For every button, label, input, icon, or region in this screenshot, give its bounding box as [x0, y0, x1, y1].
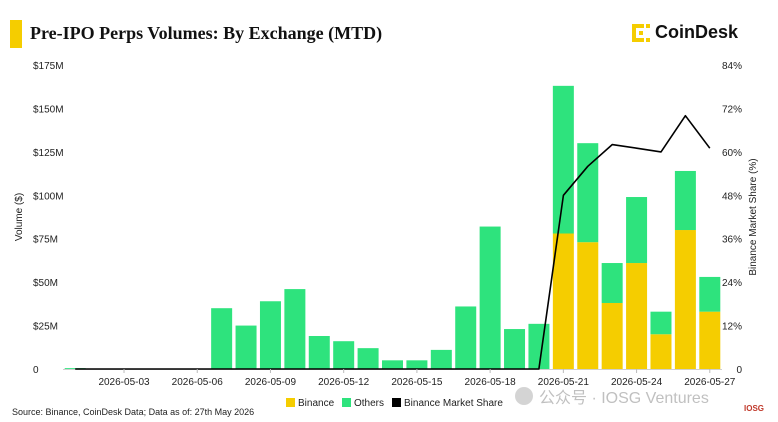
- bar-others: [284, 289, 306, 369]
- chart-title: Pre-IPO Perps Volumes: By Exchange (MTD): [30, 23, 383, 43]
- legend-swatch: [392, 398, 401, 407]
- y-axis-label: Volume ($): [14, 193, 25, 241]
- x-tick-label: 2026-05-18: [465, 377, 517, 388]
- legend-swatch: [342, 398, 351, 407]
- y-tick-label: $100M: [33, 191, 64, 202]
- bar-binance: [601, 302, 623, 369]
- y-right-tick-label: 12%: [722, 322, 742, 333]
- y-tick-label: $150M: [33, 104, 64, 115]
- title-accent-bar: [10, 20, 22, 48]
- bar-others: [455, 306, 477, 369]
- y-tick-label: 0: [33, 365, 39, 376]
- x-tick-label: 2026-05-15: [391, 377, 443, 388]
- coindesk-logo-icon: [631, 23, 650, 42]
- y-right-tick-label: 36%: [722, 235, 742, 246]
- bar-others: [577, 143, 599, 243]
- bar-binance: [552, 233, 574, 369]
- x-tick-label: 2026-05-21: [538, 377, 590, 388]
- y-right-axis-label: Binance Market Share (%): [748, 158, 759, 275]
- bar-others: [382, 360, 403, 369]
- bar-others: [333, 341, 355, 369]
- iosg-logo: IOSG: [744, 404, 765, 413]
- y-right-tick-label: 60%: [722, 148, 742, 159]
- bar-binance: [650, 334, 672, 369]
- y-right-tick-label: 72%: [722, 104, 742, 115]
- legend-label: Others: [354, 398, 384, 409]
- y-right-tick-label: 24%: [722, 278, 742, 289]
- legend-swatch: [286, 398, 295, 407]
- bar-others: [528, 323, 550, 369]
- bar-binance: [577, 242, 599, 369]
- y-tick-label: $25M: [33, 322, 58, 333]
- bar-others: [699, 276, 721, 312]
- x-tick-label: 2026-05-03: [98, 377, 150, 388]
- coindesk-logo: CoinDesk: [631, 22, 738, 43]
- bar-others: [308, 335, 330, 369]
- bar-others: [259, 301, 281, 369]
- bar-others: [674, 170, 696, 231]
- bar-binance: [699, 311, 721, 369]
- bar-others: [650, 311, 672, 335]
- bar-others: [479, 226, 501, 369]
- bar-others: [504, 329, 526, 369]
- line-binance-market-share: [75, 114, 711, 370]
- bar-others: [601, 263, 623, 303]
- legend-label: Binance: [298, 398, 335, 409]
- x-tick-label: 2026-05-27: [684, 377, 736, 388]
- legend-label: Binance Market Share: [404, 398, 503, 409]
- logo-text: CoinDesk: [654, 22, 738, 42]
- x-tick-label: 2026-05-12: [318, 377, 370, 388]
- bar-others: [235, 325, 257, 369]
- x-tick-label: 2026-05-06: [172, 377, 224, 388]
- bar-others: [211, 308, 233, 369]
- bar-others: [626, 197, 648, 264]
- bar-others: [357, 348, 379, 369]
- y-tick-label: $75M: [33, 235, 58, 246]
- bar-binance: [674, 230, 696, 369]
- y-tick-label: $50M: [33, 278, 58, 289]
- y-tick-label: $175M: [33, 61, 64, 72]
- watermark-text: 公众号 · IOSG Ventures: [539, 390, 709, 407]
- bar-others: [430, 349, 452, 369]
- y-right-tick-label: 0: [736, 365, 742, 376]
- y-right-tick-label: 48%: [722, 191, 742, 202]
- y-right-tick-label: 84%: [722, 61, 742, 72]
- x-tick-label: 2026-05-09: [245, 377, 297, 388]
- wechat-icon: [515, 387, 533, 405]
- source-note: Source: Binance, CoinDesk Data; Data as …: [12, 407, 255, 417]
- x-tick-label: 2026-05-24: [611, 377, 663, 388]
- bar-others: [552, 85, 574, 234]
- y-tick-label: $125M: [33, 148, 64, 159]
- watermark: 公众号 · IOSG Ventures: [515, 384, 709, 408]
- bar-others: [406, 360, 428, 369]
- bar-binance: [626, 263, 648, 369]
